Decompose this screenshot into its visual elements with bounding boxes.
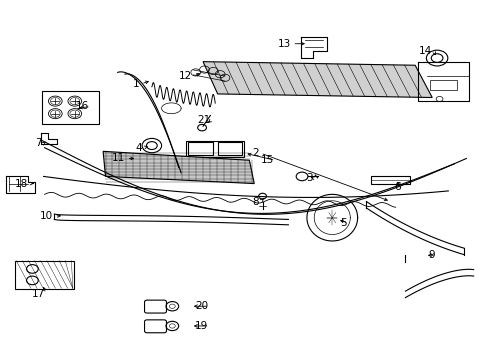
Text: 8: 8 xyxy=(252,197,259,207)
Text: 3: 3 xyxy=(305,173,312,183)
Text: 4: 4 xyxy=(135,143,142,153)
Polygon shape xyxy=(103,151,254,184)
Text: 20: 20 xyxy=(194,301,207,311)
Text: 16: 16 xyxy=(76,102,89,112)
Text: 15: 15 xyxy=(260,155,273,165)
Text: 13: 13 xyxy=(277,39,290,49)
Text: 1: 1 xyxy=(133,79,140,89)
Polygon shape xyxy=(203,62,431,98)
Text: 21: 21 xyxy=(197,115,210,125)
Text: 6: 6 xyxy=(393,182,400,192)
Text: 19: 19 xyxy=(194,321,207,331)
Text: 11: 11 xyxy=(112,153,125,163)
Text: 9: 9 xyxy=(427,250,434,260)
Text: 10: 10 xyxy=(40,211,53,221)
Text: 18: 18 xyxy=(15,179,28,189)
Text: 12: 12 xyxy=(178,71,191,81)
Text: 5: 5 xyxy=(340,218,346,228)
Text: 2: 2 xyxy=(252,148,259,158)
Text: 17: 17 xyxy=(31,289,44,299)
Text: 14: 14 xyxy=(418,46,431,56)
Text: 7: 7 xyxy=(36,139,42,148)
